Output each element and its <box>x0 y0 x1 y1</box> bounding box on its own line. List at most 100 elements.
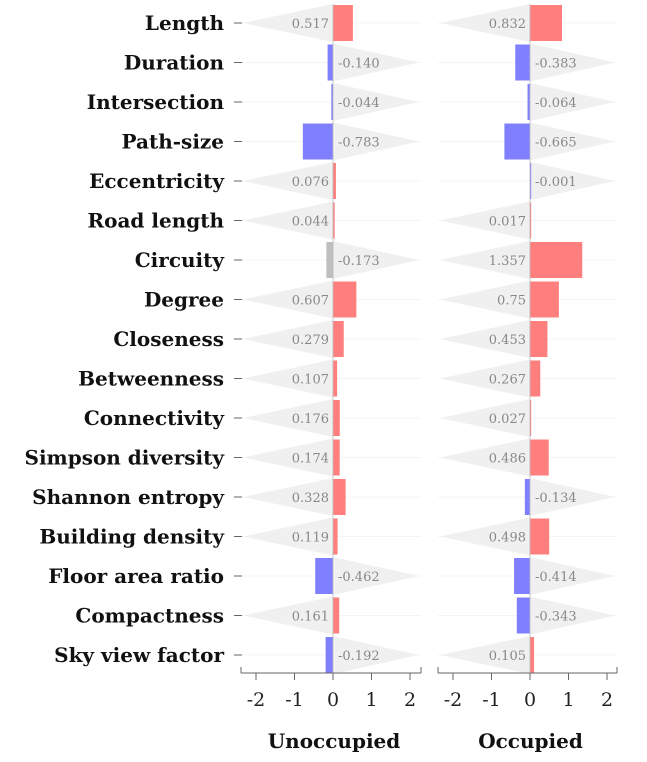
band-shape <box>440 320 530 358</box>
bar <box>326 242 333 278</box>
category-label: Simpson diversity <box>25 446 226 470</box>
bar <box>333 163 336 199</box>
value-label: 0.027 <box>489 412 526 427</box>
band-shape <box>243 399 333 437</box>
value-label: 0.517 <box>292 17 329 32</box>
value-label: -0.783 <box>338 136 380 151</box>
bar <box>333 321 344 357</box>
band-shape <box>530 162 615 200</box>
band-shape <box>333 557 419 595</box>
value-label: 0.453 <box>489 333 526 348</box>
band-shape <box>243 320 333 358</box>
x-tick-label: 2 <box>601 689 613 711</box>
category-label: Closeness <box>113 327 224 351</box>
bar <box>302 123 333 160</box>
bar <box>530 518 550 555</box>
value-label: 1.357 <box>489 254 526 269</box>
bar <box>514 558 530 594</box>
value-label: 0.107 <box>292 373 329 388</box>
category-label: Eccentricity <box>89 169 225 193</box>
band-shape <box>440 201 530 240</box>
value-label: 0.119 <box>292 531 329 546</box>
x-tick-label: -2 <box>247 689 266 711</box>
value-label: -0.343 <box>535 610 577 625</box>
bar <box>333 360 338 397</box>
band-shape <box>530 122 615 161</box>
value-label: 0.044 <box>292 215 329 230</box>
bar <box>524 479 530 515</box>
band-shape <box>243 162 333 200</box>
x-tick-label: 0 <box>524 689 536 711</box>
band-shape <box>333 636 419 674</box>
category-label: Intersection <box>87 90 225 114</box>
x-tick-label: 1 <box>365 689 377 711</box>
value-label: -0.383 <box>535 57 577 72</box>
bar <box>530 360 541 397</box>
band-shape <box>243 517 333 556</box>
bar <box>327 44 333 81</box>
category-label: Length <box>145 11 225 35</box>
bar <box>333 439 340 476</box>
value-label: -0.414 <box>535 570 577 585</box>
band-shape <box>333 43 419 82</box>
value-label: -0.173 <box>338 254 380 269</box>
bar <box>333 479 346 515</box>
x-tick-label: 2 <box>404 689 416 711</box>
value-label: 0.75 <box>497 294 526 309</box>
value-label: 0.607 <box>292 294 329 309</box>
bar <box>504 123 530 160</box>
value-label: 0.176 <box>292 412 329 427</box>
bar <box>333 202 335 239</box>
value-label: 0.486 <box>489 452 526 467</box>
bar <box>530 439 549 476</box>
bar <box>333 5 353 41</box>
band-shape <box>243 438 333 477</box>
value-label: 0.076 <box>292 175 329 190</box>
value-label: -0.140 <box>338 57 380 72</box>
value-label: -0.462 <box>338 570 380 585</box>
band-shape <box>243 359 333 398</box>
band-shape <box>243 280 333 319</box>
bar <box>331 84 333 120</box>
category-label: Building density <box>39 525 225 549</box>
bar <box>530 637 535 673</box>
value-label: 0.328 <box>292 491 329 506</box>
x-tick-label: -1 <box>482 689 501 711</box>
bar <box>325 637 333 673</box>
band-shape <box>440 517 530 556</box>
bar <box>333 597 340 634</box>
band-shape <box>243 596 333 635</box>
category-label: Circuity <box>135 248 226 272</box>
band-shape <box>333 241 419 279</box>
bar <box>530 202 532 239</box>
panel-title: Unoccupied <box>268 729 401 753</box>
bar <box>515 44 530 81</box>
band-shape <box>440 438 530 477</box>
bar <box>516 597 530 634</box>
value-label: -0.044 <box>338 96 380 111</box>
value-label: 0.832 <box>489 17 526 32</box>
bar <box>529 163 532 199</box>
category-label: Degree <box>144 288 224 312</box>
band-shape <box>333 122 419 161</box>
category-label: Shannon entropy <box>32 485 225 509</box>
value-label: 0.174 <box>292 452 329 467</box>
value-label: -0.064 <box>535 96 577 111</box>
band-shape <box>440 280 530 319</box>
category-label: Floor area ratio <box>48 564 224 588</box>
category-label: Betweenness <box>78 367 224 391</box>
bar <box>530 321 548 357</box>
value-label: -0.665 <box>535 136 577 151</box>
bar <box>527 84 530 120</box>
band-shape <box>530 83 615 121</box>
x-tick-label: -1 <box>285 689 304 711</box>
band-shape <box>530 478 615 516</box>
value-label: 0.267 <box>489 373 526 388</box>
category-label: Duration <box>124 51 225 75</box>
value-label: -0.192 <box>338 649 380 664</box>
band-shape <box>243 478 333 516</box>
x-tick-label: 1 <box>562 689 574 711</box>
bar <box>333 518 338 555</box>
value-label: 0.498 <box>489 531 526 546</box>
